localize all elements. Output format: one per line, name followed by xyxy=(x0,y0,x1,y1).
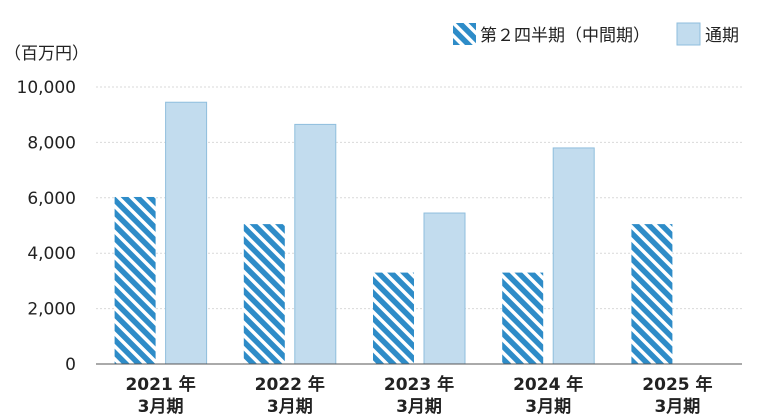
bar-full-year xyxy=(165,101,208,365)
category-label: 2025 年 xyxy=(642,374,712,395)
y-tick-label: 10,000 xyxy=(17,78,76,98)
bar-q2 xyxy=(373,272,414,364)
category-label: 2021 年 xyxy=(125,374,195,395)
legend-label-series-1: 第２四半期（中間期） xyxy=(480,26,650,46)
category-label: 3月期 xyxy=(654,397,700,417)
y-tick-label: 8,000 xyxy=(27,133,76,153)
y-tick-label: 4,000 xyxy=(27,244,76,264)
legend-label-series-2: 通期 xyxy=(705,26,739,46)
category-label: 3月期 xyxy=(138,397,184,417)
legend-swatch-hatched xyxy=(453,23,476,45)
bar-full-year xyxy=(423,212,466,365)
category-label: 2022 年 xyxy=(255,374,325,395)
category-label: 3月期 xyxy=(525,397,571,417)
bar-q2 xyxy=(114,196,156,364)
bars xyxy=(114,101,673,365)
y-tick-labels: 0 2,000 4,000 6,000 8,000 10,000 xyxy=(17,78,76,375)
bar-full-year xyxy=(552,147,595,365)
bar-q2 xyxy=(631,224,673,364)
y-tick-label: 2,000 xyxy=(27,300,76,320)
y-tick-label: 6,000 xyxy=(27,189,76,209)
legend: 第２四半期（中間期） 通期 xyxy=(453,22,739,46)
bar-q2 xyxy=(502,272,544,364)
category-label: 2023 年 xyxy=(384,374,454,395)
category-label: 2024 年 xyxy=(513,374,583,395)
y-axis-unit-label: （百万円） xyxy=(4,44,89,64)
category-label: 3月期 xyxy=(396,397,442,417)
category-label: 3月期 xyxy=(267,397,313,417)
y-tick-label: 0 xyxy=(65,355,76,375)
legend-swatch-solid xyxy=(676,22,701,46)
bar-full-year xyxy=(294,123,337,365)
bar-q2 xyxy=(243,224,285,364)
